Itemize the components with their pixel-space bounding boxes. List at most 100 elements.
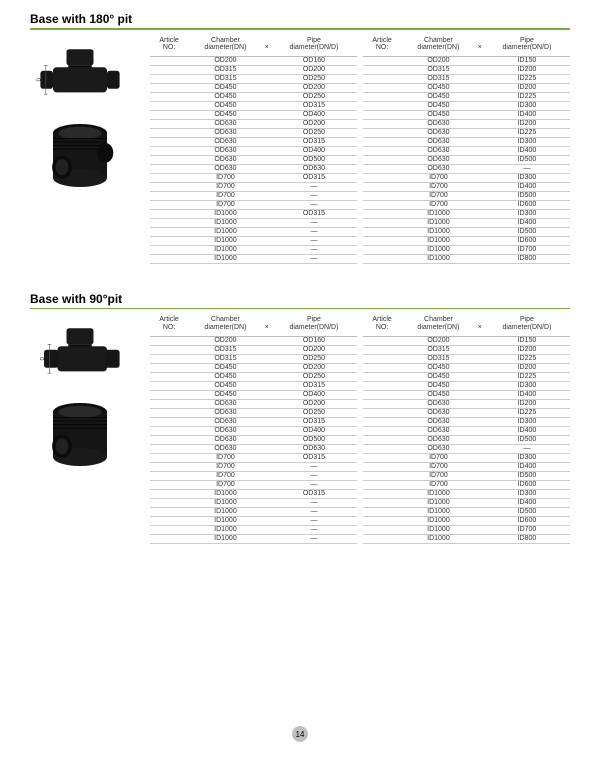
cell-article (363, 336, 401, 345)
cell-mult (476, 354, 484, 363)
cell-chamber: OD200 (188, 336, 263, 345)
cell-mult (263, 182, 271, 191)
cell-mult (263, 110, 271, 119)
cell-article (363, 182, 401, 191)
cell-article (150, 155, 188, 164)
cell-article (150, 236, 188, 245)
product-top-view-icon: D (35, 321, 125, 384)
cell-chamber: ID700 (188, 462, 263, 471)
cell-mult (476, 182, 484, 191)
cell-mult (476, 507, 484, 516)
cell-article (150, 381, 188, 390)
table-row: OD315 OD250 (150, 74, 357, 83)
cell-chamber: ID1000 (401, 516, 476, 525)
cell-mult (263, 480, 271, 489)
cell-pipe: — (271, 525, 357, 534)
cell-pipe: ID200 (484, 119, 570, 128)
cell-mult (263, 372, 271, 381)
cell-article (363, 236, 401, 245)
cell-article (150, 489, 188, 498)
cell-article (150, 200, 188, 209)
table-row: ID1000ID700 (363, 245, 570, 254)
cell-pipe: OD315 (271, 453, 357, 462)
cell-mult (263, 525, 271, 534)
table-row: OD630ID400 (363, 146, 570, 155)
cell-pipe: ID225 (484, 128, 570, 137)
cell-pipe: — (271, 480, 357, 489)
cell-chamber: OD200 (401, 56, 476, 65)
cell-chamber: OD630 (188, 155, 263, 164)
product-iso-view-icon (35, 394, 125, 475)
cell-pipe: ID225 (484, 408, 570, 417)
tables-180: ArticleNO: Chamberdiameter(DN) × Pipedia… (150, 36, 570, 264)
th-mult: × (476, 315, 484, 336)
cell-mult (476, 164, 484, 173)
cell-chamber: ID700 (188, 173, 263, 182)
cell-article (363, 155, 401, 164)
cell-pipe: ID400 (484, 390, 570, 399)
cell-pipe: OD250 (271, 372, 357, 381)
table-row: OD630ID200 (363, 119, 570, 128)
cell-chamber: OD630 (401, 128, 476, 137)
cell-mult (476, 435, 484, 444)
cell-pipe: OD250 (271, 74, 357, 83)
cell-chamber: OD630 (188, 146, 263, 155)
cell-pipe: ID600 (484, 236, 570, 245)
cell-mult (476, 390, 484, 399)
cell-mult (476, 345, 484, 354)
cell-article (150, 399, 188, 408)
section-title-90: Base with 90°pit (30, 292, 570, 306)
table-row: OD630OD315 (150, 417, 357, 426)
cell-chamber: OD315 (401, 74, 476, 83)
table-row: ID1000ID600 (363, 516, 570, 525)
cell-article (150, 435, 188, 444)
cell-article (363, 435, 401, 444)
table-row: OD315ID225 (363, 74, 570, 83)
table-row: OD450OD400 (150, 110, 357, 119)
cell-pipe: ID300 (484, 417, 570, 426)
cell-mult (476, 363, 484, 372)
cell-article (150, 245, 188, 254)
th-chamber: Chamberdiameter(DN) (188, 315, 263, 336)
cell-mult (263, 453, 271, 462)
th-pipe: Pipediameter(DN/D) (484, 315, 570, 336)
cell-chamber: OD450 (401, 381, 476, 390)
cell-article (363, 83, 401, 92)
cell-pipe: — (271, 191, 357, 200)
cell-article (150, 345, 188, 354)
cell-pipe: ID400 (484, 426, 570, 435)
table-row: OD630ID200 (363, 399, 570, 408)
cell-pipe: OD315 (271, 101, 357, 110)
cell-mult (476, 236, 484, 245)
cell-chamber: OD630 (188, 399, 263, 408)
cell-article (150, 372, 188, 381)
cell-chamber: OD315 (401, 65, 476, 74)
cell-chamber: ID700 (188, 480, 263, 489)
cell-chamber: OD315 (188, 74, 263, 83)
cell-chamber: ID700 (401, 182, 476, 191)
cell-mult (476, 426, 484, 435)
page-number: 14 (292, 726, 308, 742)
table-row: OD200OD160 (150, 56, 357, 65)
cell-article (363, 56, 401, 65)
cell-chamber: OD630 (188, 128, 263, 137)
cell-mult (263, 399, 271, 408)
cell-chamber: OD630 (401, 146, 476, 155)
cell-article (363, 65, 401, 74)
table-row: ID1000OD315 (150, 209, 357, 218)
cell-pipe: — (271, 534, 357, 543)
cell-mult (476, 146, 484, 155)
table-row: ID700— (150, 462, 357, 471)
table-row: ID700ID300 (363, 453, 570, 462)
cell-article (150, 480, 188, 489)
cell-pipe: ID300 (484, 209, 570, 218)
cell-article (363, 74, 401, 83)
table-row: OD450ID300 (363, 381, 570, 390)
table-row: OD630OD500 (150, 155, 357, 164)
table-row: ID1000— (150, 525, 357, 534)
cell-article (363, 164, 401, 173)
table-row: ID1000— (150, 218, 357, 227)
table-row: OD630ID225 (363, 408, 570, 417)
cell-chamber: ID1000 (401, 209, 476, 218)
cell-article (150, 354, 188, 363)
